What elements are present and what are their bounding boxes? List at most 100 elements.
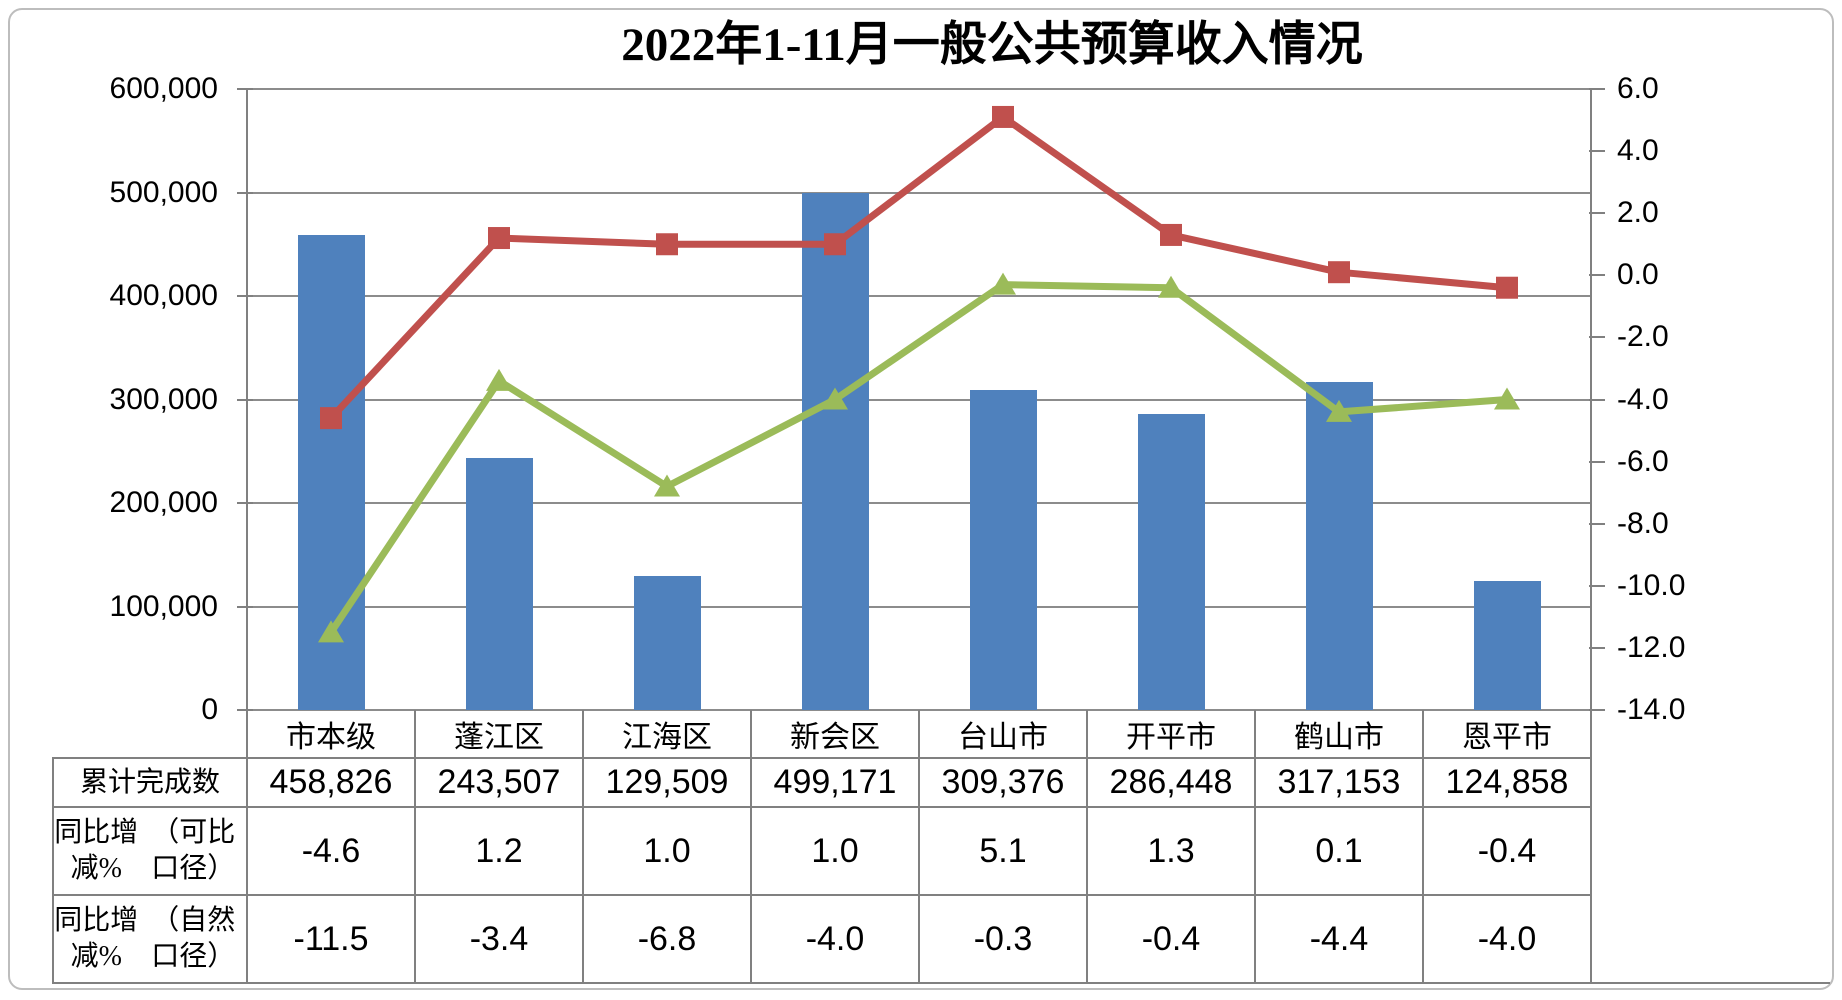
- grid-line: [247, 398, 1591, 401]
- table-cell-市本级-r2: -4.6: [301, 831, 361, 870]
- square-marker-鹤山市: [1328, 261, 1350, 284]
- table-cell-恩平市-r3: -4.0: [1477, 919, 1537, 958]
- left-axis-tick: [237, 191, 253, 194]
- table-cell-开平市-r3: -0.4: [1141, 919, 1201, 958]
- right-axis-line: [1590, 89, 1592, 983]
- right-axis-label: -12.0: [1617, 630, 1686, 664]
- category-header-蓬江区: 蓬江区: [454, 721, 544, 754]
- right-axis-label: -10.0: [1617, 568, 1686, 602]
- right-axis-tick: [1589, 522, 1605, 525]
- category-header-新会区: 新会区: [790, 721, 880, 754]
- triangle-marker-江海区: [654, 474, 680, 497]
- row-label-line: 累计完成数: [79, 766, 220, 798]
- chart-outer-border: [8, 8, 1834, 990]
- grid-line: [247, 88, 1591, 90]
- right-axis-tick: [1589, 274, 1605, 277]
- table-cell-恩平市-r1: 124,858: [1445, 763, 1569, 801]
- table-cell-江海区-r2: 1.0: [643, 831, 691, 870]
- table-border-h: [53, 806, 1591, 808]
- table-cell-台山市-r1: 309,376: [941, 763, 1065, 801]
- bar-新会区: [801, 193, 869, 710]
- table-border-v: [1086, 710, 1088, 983]
- table-cell-恩平市-r2: -0.4: [1477, 831, 1537, 870]
- row-label-line: （自然口径）: [151, 905, 236, 972]
- triangle-marker-新会区: [822, 387, 848, 410]
- square-marker-蓬江区: [488, 227, 510, 250]
- table-border-h: [53, 757, 1591, 759]
- table-border-h: [53, 982, 1830, 984]
- square-marker-市本级: [320, 407, 342, 430]
- right-axis-tick: [1589, 150, 1605, 153]
- square-marker-江海区: [656, 233, 678, 256]
- left-axis-tick: [237, 605, 253, 608]
- chart-title: 2022年1-11月一般公共预算收入情况: [621, 19, 1363, 71]
- table-cell-开平市-r2: 1.3: [1147, 831, 1195, 870]
- table-cell-蓬江区-r1: 243,507: [437, 763, 561, 801]
- left-axis-label: 500,000: [109, 175, 218, 209]
- table-cell-蓬江区-r3: -3.4: [469, 919, 529, 958]
- right-axis-label: 0.0: [1617, 258, 1659, 292]
- square-marker-新会区: [824, 233, 846, 256]
- bar-鹤山市: [1305, 381, 1373, 710]
- table-cell-鹤山市-r3: -4.4: [1309, 919, 1369, 958]
- right-axis-label: -8.0: [1617, 506, 1669, 540]
- right-axis-tick: [1589, 336, 1605, 339]
- category-header-鹤山市: 鹤山市: [1294, 721, 1384, 754]
- bar-江海区: [633, 575, 701, 710]
- table-border-v: [582, 710, 584, 983]
- right-axis-tick: [1589, 88, 1605, 90]
- left-axis-label: 600,000: [109, 72, 218, 105]
- left-axis-label: 200,000: [109, 486, 218, 519]
- right-axis-tick: [1589, 398, 1605, 401]
- table-cell-新会区-r3: -4.0: [805, 919, 865, 958]
- line-series-layer: [318, 105, 1520, 643]
- right-axis-tick: [1589, 212, 1605, 215]
- table-cell-鹤山市-r1: 317,153: [1277, 763, 1401, 801]
- left-axis-tick: [237, 88, 253, 90]
- line-同比增减%（自然口径）: [327, 281, 1511, 636]
- table-border-v: [1422, 710, 1424, 983]
- table-cell-鹤山市-r2: 0.1: [1315, 831, 1363, 870]
- category-header-市本级: 市本级: [286, 721, 376, 754]
- grid-line: [247, 605, 1591, 608]
- bar-蓬江区: [465, 457, 533, 710]
- table-cell-新会区-r1: 499,171: [773, 763, 897, 801]
- plot-area: [247, 88, 1591, 711]
- right-axis-label: 4.0: [1617, 134, 1659, 168]
- table-cell-江海区-r1: 129,509: [605, 763, 729, 801]
- table-row-label: 同比增减% （可比口径）: [53, 807, 247, 895]
- grid-line: [247, 191, 1591, 194]
- table-cell-开平市-r1: 286,448: [1109, 763, 1233, 801]
- left-axis-label: 100,000: [109, 589, 218, 623]
- right-axis-label: -14.0: [1617, 693, 1686, 726]
- square-marker-恩平市: [1496, 276, 1518, 299]
- table-border-h: [53, 894, 1591, 896]
- table-border-v: [750, 710, 752, 983]
- table-cell-市本级-r3: -11.5: [293, 919, 369, 958]
- square-marker-台山市: [992, 105, 1014, 128]
- table-cell-蓬江区-r2: 1.2: [475, 831, 523, 870]
- category-header-台山市: 台山市: [958, 721, 1048, 754]
- right-axis-tick: [1589, 646, 1605, 649]
- left-axis-tick: [237, 295, 253, 297]
- right-axis-tick: [1589, 709, 1605, 711]
- right-axis-label: -4.0: [1617, 382, 1669, 416]
- triangle-marker-恩平市: [1494, 387, 1520, 410]
- triangle-marker-蓬江区: [486, 368, 512, 391]
- left-axis-tick: [237, 502, 253, 504]
- row-label-line: 同比增减%: [54, 817, 139, 884]
- grid-line: [247, 295, 1591, 297]
- table-border-v: [918, 710, 920, 983]
- right-axis-label: -6.0: [1617, 444, 1669, 478]
- row-label-line: （可比口径）: [151, 817, 236, 884]
- table-cell-市本级-r1: 458,826: [269, 763, 393, 801]
- left-axis-line: [246, 89, 248, 983]
- bar-开平市: [1137, 413, 1205, 710]
- left-axis-label: 300,000: [109, 382, 218, 416]
- triangle-marker-市本级: [318, 620, 344, 643]
- category-header-江海区: 江海区: [622, 721, 712, 754]
- triangle-marker-鹤山市: [1326, 399, 1352, 422]
- left-axis-label: 400,000: [109, 279, 218, 312]
- bar-台山市: [969, 389, 1037, 710]
